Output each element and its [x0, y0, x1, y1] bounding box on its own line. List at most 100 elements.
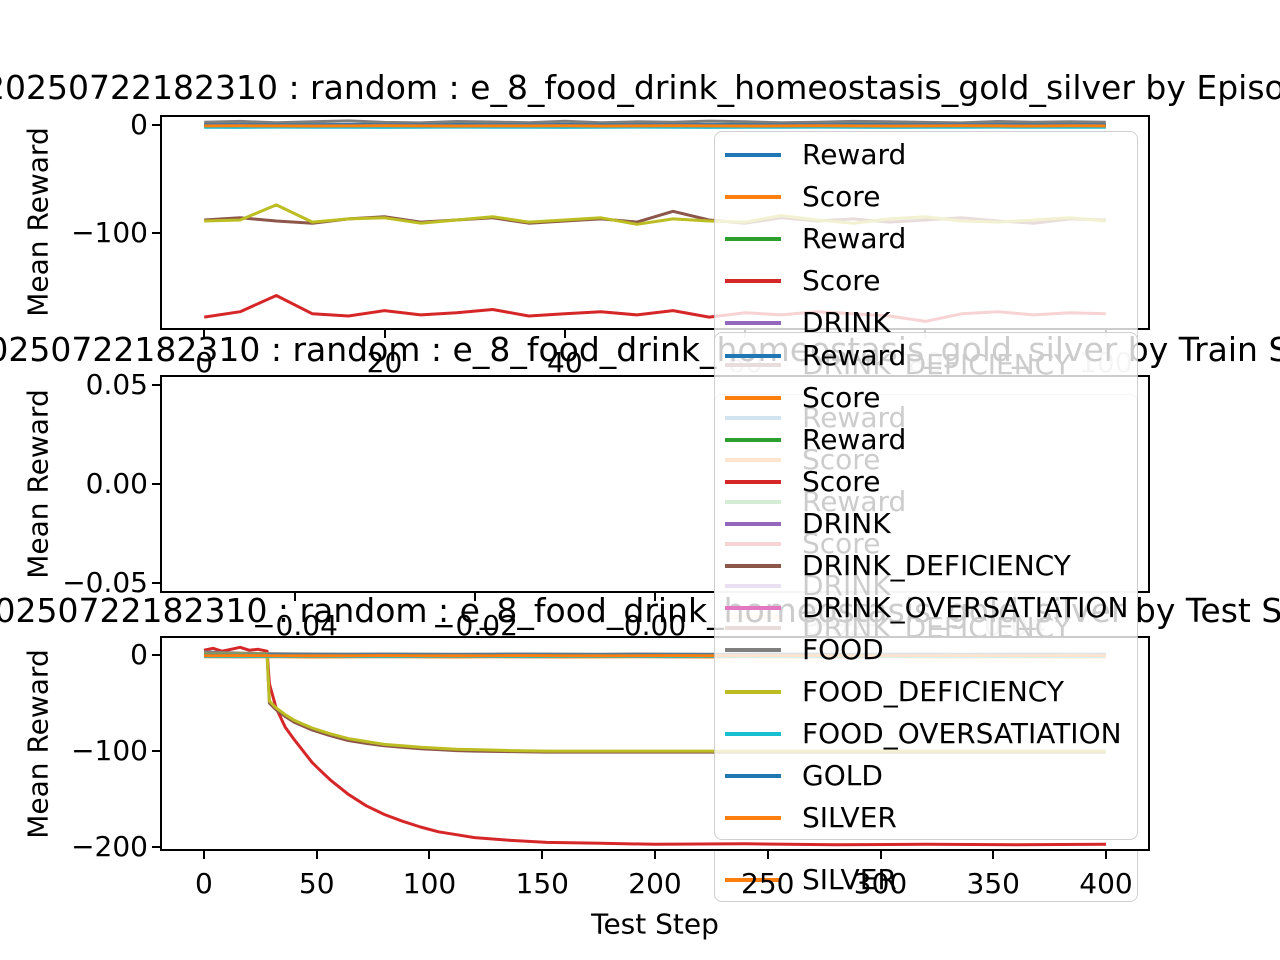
- x-tick-label: 350: [966, 867, 1020, 900]
- legend-label: Score: [802, 180, 881, 213]
- legend-line-swatch: [725, 732, 781, 736]
- legend-line-swatch: [725, 396, 781, 400]
- y-tick-mark: [152, 124, 160, 127]
- legend-row-episode: Reward: [715, 218, 1137, 260]
- y-tick-label: −200: [71, 830, 148, 864]
- legend-row-test-step: DRINK_DEFICIENCY: [715, 545, 1137, 587]
- x-tick-mark: [1105, 851, 1108, 859]
- legend-row-test-step: SILVER: [715, 797, 1137, 839]
- legend-label: DRINK_OVERSATIATION: [802, 591, 1129, 624]
- legend-row-test-step: Score: [715, 377, 1137, 419]
- x-tick-label: 0: [195, 867, 213, 900]
- x-tick-mark: [766, 851, 769, 859]
- x-tick-mark: [879, 851, 882, 859]
- legend-label: FOOD_DEFICIENCY: [802, 675, 1064, 708]
- y-tick-mark: [152, 750, 160, 753]
- x-tick-mark: [992, 851, 995, 859]
- legend-row-test-step: Reward: [715, 335, 1137, 377]
- x-tick-label: 0: [195, 346, 214, 379]
- x-tick-label: −0.04: [252, 609, 338, 642]
- legend-label: Reward: [802, 339, 907, 372]
- legend-line-swatch: [725, 321, 781, 325]
- legend-label: FOOD: [802, 633, 884, 666]
- y-tick-label: 0: [130, 108, 148, 142]
- x-tick-mark: [563, 330, 566, 338]
- y-tick-label: −100: [71, 215, 148, 249]
- x-tick-label: 100: [402, 867, 457, 900]
- x-tick-mark: [383, 330, 386, 338]
- y-tick-label: 0.00: [85, 467, 148, 500]
- legend-line-swatch: [725, 354, 781, 358]
- legend-label: DRINK: [802, 507, 891, 540]
- x-tick-label: 400: [1079, 867, 1133, 900]
- x-tick-mark: [428, 851, 431, 859]
- y-tick-label: 0: [130, 638, 148, 672]
- x-tick-label: 40: [547, 346, 583, 379]
- y-tick-label: −100: [71, 734, 148, 768]
- chart-title-episode: 20250722182310 : random : e_8_food_drink…: [0, 68, 1280, 107]
- series-line-score: [203, 645, 1107, 847]
- x-tick-mark: [654, 593, 656, 601]
- x-tick-label: 0.00: [623, 609, 687, 642]
- x-tick-label: −0.02: [432, 609, 518, 642]
- legend-row-test-step: Score: [715, 461, 1137, 503]
- x-tick-mark: [315, 851, 318, 859]
- legend-row-test-step: DRINK_OVERSATIATION: [715, 587, 1137, 629]
- axes-frame-test-step: [160, 636, 1150, 851]
- y-tick-mark: [152, 483, 160, 485]
- x-tick-label: 300: [853, 867, 908, 900]
- x-tick-mark: [474, 593, 476, 601]
- legend-line-swatch: [725, 522, 781, 526]
- x-tick-mark: [294, 593, 296, 601]
- legend-line-swatch: [725, 195, 781, 199]
- legend-row-train-step: SILVER: [715, 859, 1137, 901]
- x-tick-mark: [541, 851, 544, 859]
- legend-label: DRINK_DEFICIENCY: [802, 549, 1071, 582]
- legend-label: Score: [802, 264, 881, 297]
- legend-line-swatch: [725, 774, 781, 778]
- legend-line-swatch: [725, 606, 781, 610]
- series-line-food: [204, 119, 1106, 125]
- x-tick-label: 50: [298, 867, 335, 900]
- y-tick-mark: [152, 654, 160, 657]
- legend-line-swatch: [725, 816, 781, 820]
- x-tick-label: 150: [515, 867, 569, 900]
- y-tick-mark: [152, 231, 160, 234]
- y-tick-mark: [152, 383, 160, 386]
- legend-row-test-step: FOOD_DEFICIENCY: [715, 671, 1137, 713]
- legend-line-swatch: [725, 153, 781, 157]
- legend-label: Score: [802, 381, 881, 414]
- legend-line-swatch: [725, 480, 781, 484]
- legend-label: Reward: [802, 222, 907, 255]
- y-tick-label: 0.05: [85, 367, 148, 401]
- legend-label: Reward: [802, 138, 907, 171]
- x-tick-mark: [203, 330, 206, 338]
- legend-line-swatch: [725, 438, 781, 442]
- legend-line-swatch: [725, 690, 781, 694]
- legend-label: DRINK: [802, 306, 891, 339]
- legend-label: Score: [802, 465, 881, 498]
- y-tick-label: −0.05: [62, 566, 148, 600]
- legend-line-swatch: [725, 648, 781, 652]
- legend-row-episode: DRINK: [715, 302, 1137, 344]
- axes-frame-episode: [160, 115, 1150, 330]
- legend-row-test-step: Reward: [715, 419, 1137, 461]
- x-axis-label-test-step: Test Step: [591, 907, 719, 941]
- legend-row-episode: Score: [715, 260, 1137, 302]
- legend-row-test-step: GOLD: [715, 755, 1137, 797]
- legend-label: SILVER: [802, 863, 897, 896]
- legend-label: GOLD: [802, 759, 883, 792]
- legend-row-episode: Reward: [715, 134, 1137, 176]
- axes-frame-train-step: [160, 375, 1150, 593]
- x-tick-label: 20: [366, 346, 403, 379]
- legend-row-test-step: DRINK: [715, 503, 1137, 545]
- legend-row-test-step: FOOD_OVERSATIATION: [715, 713, 1137, 755]
- legend-line-swatch: [725, 878, 781, 882]
- legend-line-swatch: [725, 564, 781, 568]
- legend-row-test-step: FOOD: [715, 629, 1137, 671]
- legend-line-swatch: [725, 279, 781, 283]
- legend-label: FOOD_OVERSATIATION: [802, 717, 1122, 750]
- legend-line-swatch: [725, 237, 781, 241]
- x-tick-mark: [202, 851, 205, 859]
